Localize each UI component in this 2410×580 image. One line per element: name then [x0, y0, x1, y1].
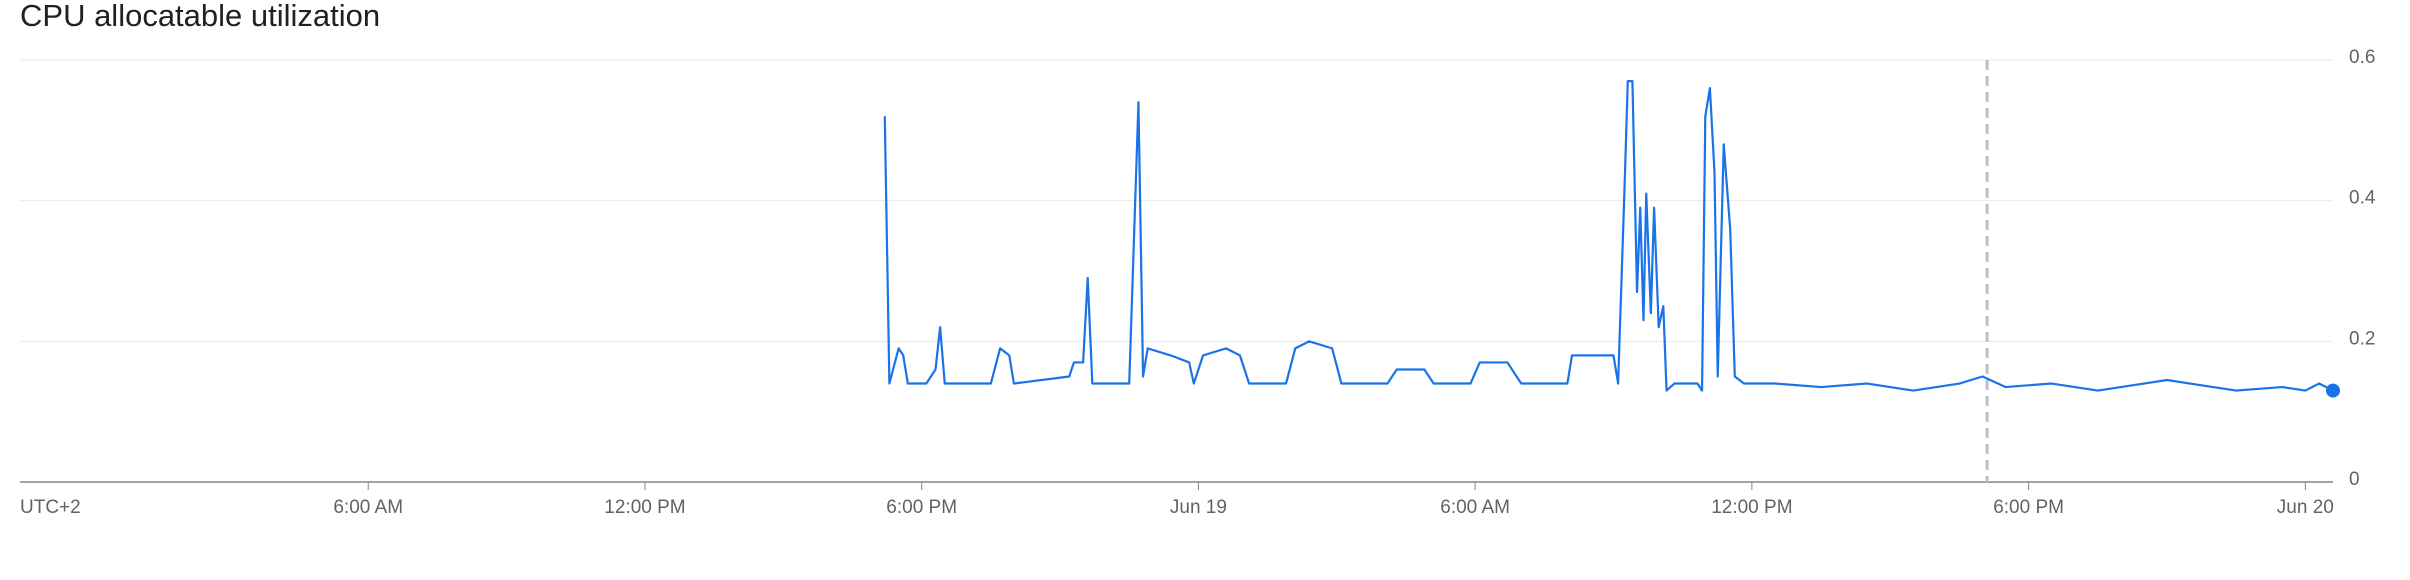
y-tick-label: 0.4: [2349, 188, 2376, 209]
y-tick-label: 0.6: [2349, 47, 2375, 68]
y-tick-label: 0.2: [2349, 328, 2375, 349]
chart-title: CPU allocatable utilization: [20, 0, 380, 33]
x-tick-label: 6:00 PM: [1993, 497, 2064, 518]
timezone-label: UTC+2: [20, 497, 81, 518]
x-tick-label: Jun 19: [1170, 497, 1227, 518]
x-tick-label: 12:00 PM: [604, 497, 685, 518]
x-tick-label: 6:00 AM: [333, 497, 403, 518]
x-tick-label: 6:00 AM: [1440, 497, 1510, 518]
x-tick-label: 12:00 PM: [1711, 497, 1792, 518]
data-line: [883, 79, 2334, 392]
last-point: [2326, 383, 2340, 398]
x-tick-label: 6:00 PM: [886, 497, 957, 518]
x-tick-label: Jun 20: [2277, 497, 2334, 518]
y-tick-label: 0: [2349, 469, 2360, 490]
